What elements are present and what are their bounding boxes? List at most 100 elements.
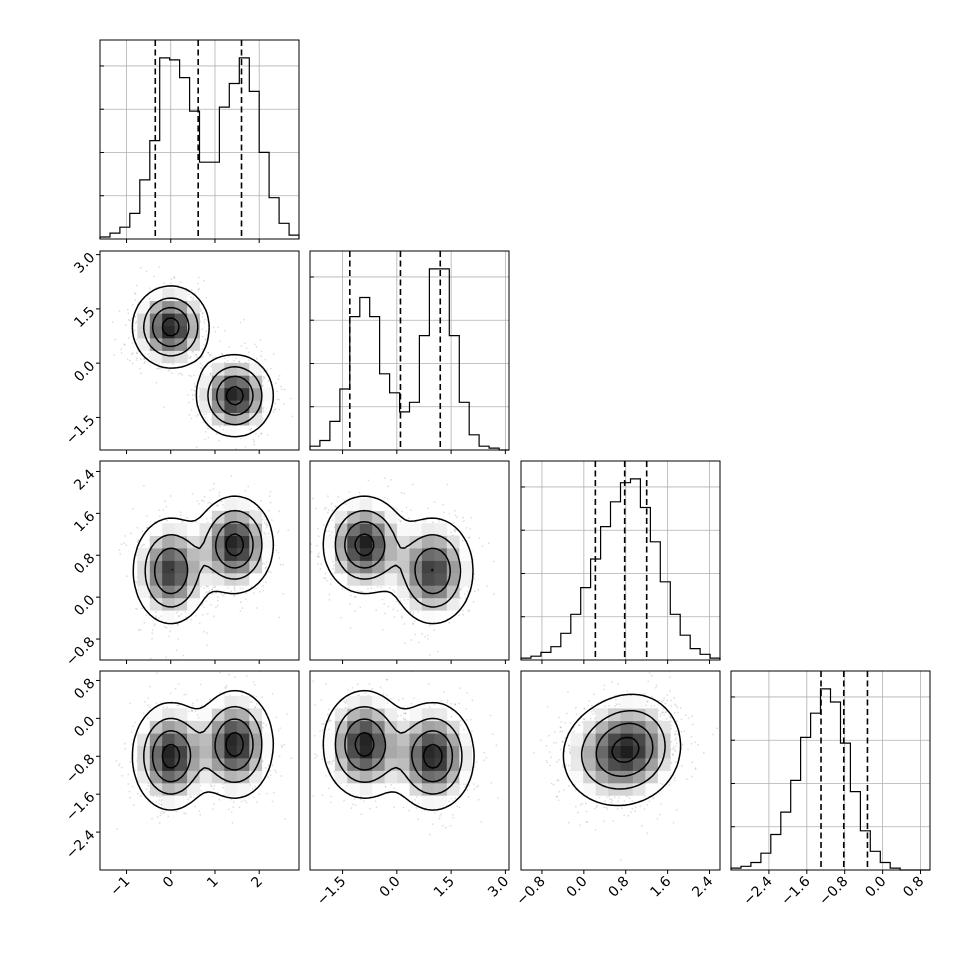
sample-point <box>324 577 327 580</box>
sample-point <box>196 282 199 285</box>
density-cell <box>224 362 238 376</box>
sample-point <box>170 278 173 280</box>
sample-point <box>279 563 282 566</box>
sample-point <box>211 808 214 810</box>
sample-point <box>269 769 272 772</box>
sample-point <box>210 503 213 505</box>
sample-point <box>260 499 262 502</box>
sample-point <box>472 600 475 603</box>
density-cell <box>149 350 163 364</box>
sample-point <box>193 383 196 385</box>
density-cell <box>162 560 175 574</box>
sample-point <box>146 526 149 529</box>
sample-point <box>421 633 423 635</box>
sample-point <box>211 588 214 591</box>
sample-point <box>213 482 215 485</box>
sample-point <box>201 704 204 707</box>
sample-point <box>145 270 148 273</box>
sample-point <box>129 359 131 362</box>
density-cell <box>236 560 250 574</box>
sample-point <box>169 495 172 497</box>
sample-point <box>392 589 395 592</box>
sample-point <box>204 416 207 419</box>
sample-point <box>221 353 224 356</box>
sample-point <box>190 409 193 411</box>
sample-point <box>458 614 461 617</box>
sample-point <box>473 573 476 575</box>
sample-point <box>281 388 283 391</box>
sample-point <box>140 546 143 548</box>
sample-point <box>327 495 329 497</box>
sample-point <box>135 607 137 610</box>
histogram-panel-2 <box>309 250 510 451</box>
sample-point <box>328 598 331 601</box>
sample-point <box>191 709 194 712</box>
sample-point <box>468 536 471 539</box>
sample-point <box>255 357 258 360</box>
sample-point <box>216 596 219 599</box>
sample-point <box>209 372 212 375</box>
contour-level-4 <box>354 533 434 572</box>
sample-point <box>196 699 199 702</box>
sample-point <box>162 706 165 709</box>
sample-point <box>205 478 207 480</box>
density-cell <box>434 560 448 574</box>
sample-point <box>401 510 403 513</box>
sample-point <box>124 747 127 750</box>
sample-point <box>163 282 165 285</box>
sample-point <box>209 489 212 491</box>
sample-point <box>462 539 464 542</box>
sample-point <box>209 353 212 356</box>
sample-point <box>203 318 206 321</box>
sample-point <box>194 292 197 295</box>
sample-point <box>217 504 219 507</box>
sample-point <box>217 326 220 329</box>
sample-point <box>302 544 304 546</box>
sample-point <box>207 591 210 593</box>
sample-point <box>126 358 129 361</box>
sample-point <box>197 276 200 279</box>
sample-point <box>201 614 204 616</box>
sample-point <box>263 531 265 534</box>
panel-frame <box>99 39 300 240</box>
density-cell <box>409 548 423 561</box>
density-cell <box>174 288 188 302</box>
sample-point <box>317 535 320 538</box>
density-cell <box>211 362 225 376</box>
sample-point <box>267 509 270 512</box>
density-cell <box>236 548 250 561</box>
density-cell <box>162 585 175 599</box>
sample-point <box>188 293 190 296</box>
sample-point <box>212 586 215 589</box>
sample-point <box>238 360 241 363</box>
sample-point <box>310 550 313 553</box>
sample-point <box>454 528 456 531</box>
sample-point <box>317 527 319 530</box>
sample-point <box>208 589 211 592</box>
sample-point <box>261 760 264 762</box>
sample-point <box>155 611 157 614</box>
density-cell <box>187 313 200 326</box>
sample-point <box>182 654 185 657</box>
density-cell <box>434 548 448 561</box>
sample-point <box>201 356 204 358</box>
sample-point <box>134 293 137 295</box>
density-cell <box>236 498 250 512</box>
sample-point <box>202 373 204 376</box>
sample-point <box>203 321 206 324</box>
sample-point <box>190 417 193 420</box>
sample-point <box>262 375 265 378</box>
sample-point <box>412 622 415 625</box>
sample-point <box>159 702 162 704</box>
sample-point <box>129 319 132 322</box>
density-cell <box>149 548 163 561</box>
sample-point <box>403 492 406 495</box>
sample-point <box>291 415 294 418</box>
sample-point <box>201 499 203 502</box>
sample-point <box>193 389 196 392</box>
sample-point <box>461 609 464 612</box>
density-cell <box>421 572 435 586</box>
sample-point <box>190 296 192 299</box>
density-cell <box>434 597 448 611</box>
sample-point <box>263 521 266 524</box>
